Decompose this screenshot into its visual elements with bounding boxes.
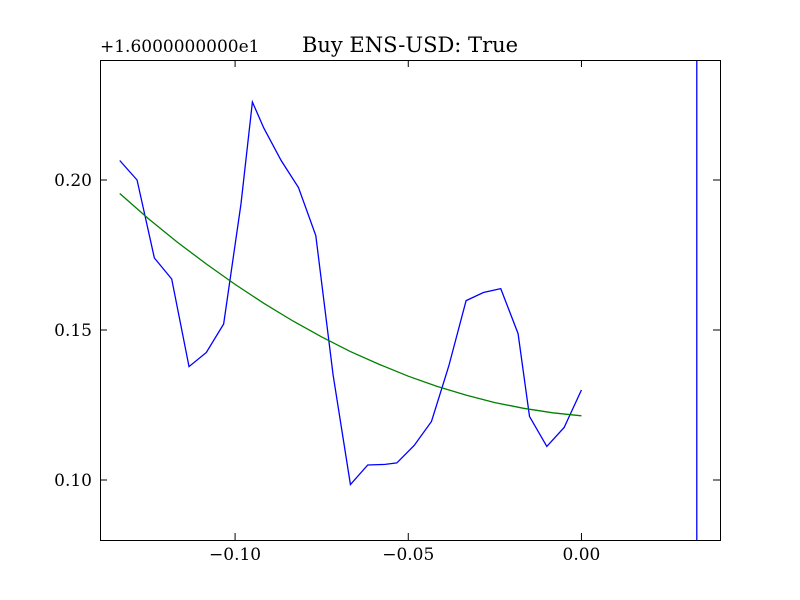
y-offset-label: +1.6000000000e1 bbox=[100, 37, 260, 57]
y-tick-label: 0.10 bbox=[54, 471, 92, 491]
axis-ticks: −0.10 −0.05 0.00 0.10 0.15 0.20 bbox=[54, 60, 720, 565]
x-tick-label: 0.00 bbox=[563, 545, 601, 565]
y-tick-label: 0.20 bbox=[54, 171, 92, 191]
axes-frame bbox=[100, 60, 721, 541]
plot-area bbox=[119, 60, 698, 540]
y-tick-label: 0.15 bbox=[54, 321, 92, 341]
series-line-1 bbox=[119, 99, 583, 486]
chart-title: Buy ENS-USD: True bbox=[302, 33, 518, 57]
x-tick-label: −0.10 bbox=[209, 545, 261, 565]
x-tick-label: −0.05 bbox=[382, 545, 434, 565]
series-line-2 bbox=[119, 193, 582, 417]
